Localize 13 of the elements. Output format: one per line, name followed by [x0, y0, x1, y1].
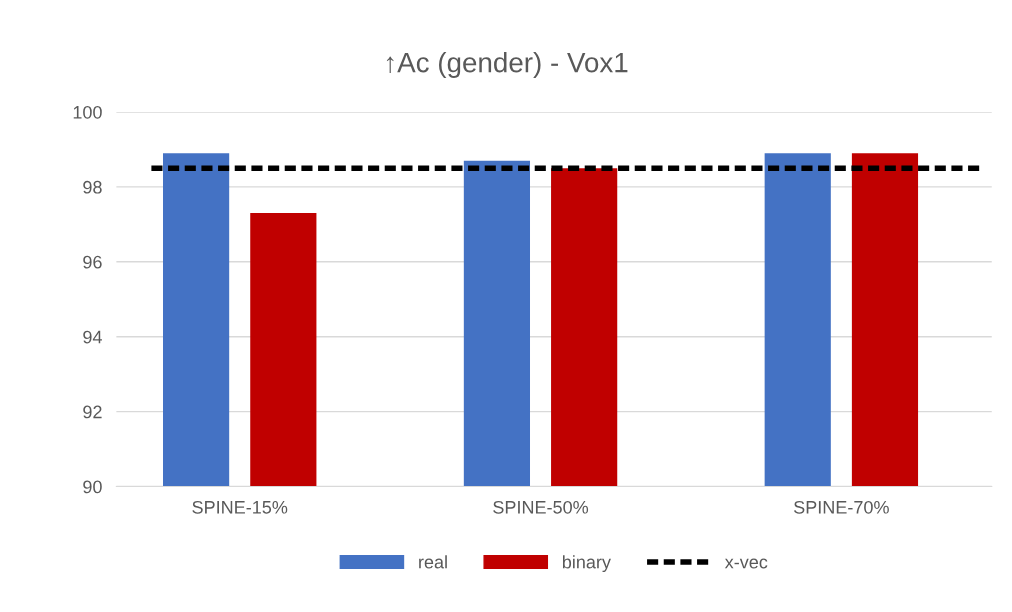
y-tick-label: 90: [83, 480, 102, 494]
legend-label: real: [419, 555, 447, 569]
y-tick-label: 98: [83, 180, 102, 194]
x-tick-label: SPINE-50%: [493, 500, 589, 514]
legend-label: x-vec: [724, 558, 768, 569]
legend-label: binary: [562, 555, 611, 573]
y-tick-label: 94: [83, 330, 102, 344]
chart-title: ↑Ac (gender) - Vox1: [386, 52, 628, 78]
y-tick-label: 96: [83, 255, 102, 269]
x-tick-label: SPINE-15%: [192, 500, 288, 514]
y-tick-label: 100: [73, 105, 102, 119]
x-tick-label: SPINE-70%: [794, 500, 889, 514]
y-tick-label: 92: [83, 405, 102, 419]
